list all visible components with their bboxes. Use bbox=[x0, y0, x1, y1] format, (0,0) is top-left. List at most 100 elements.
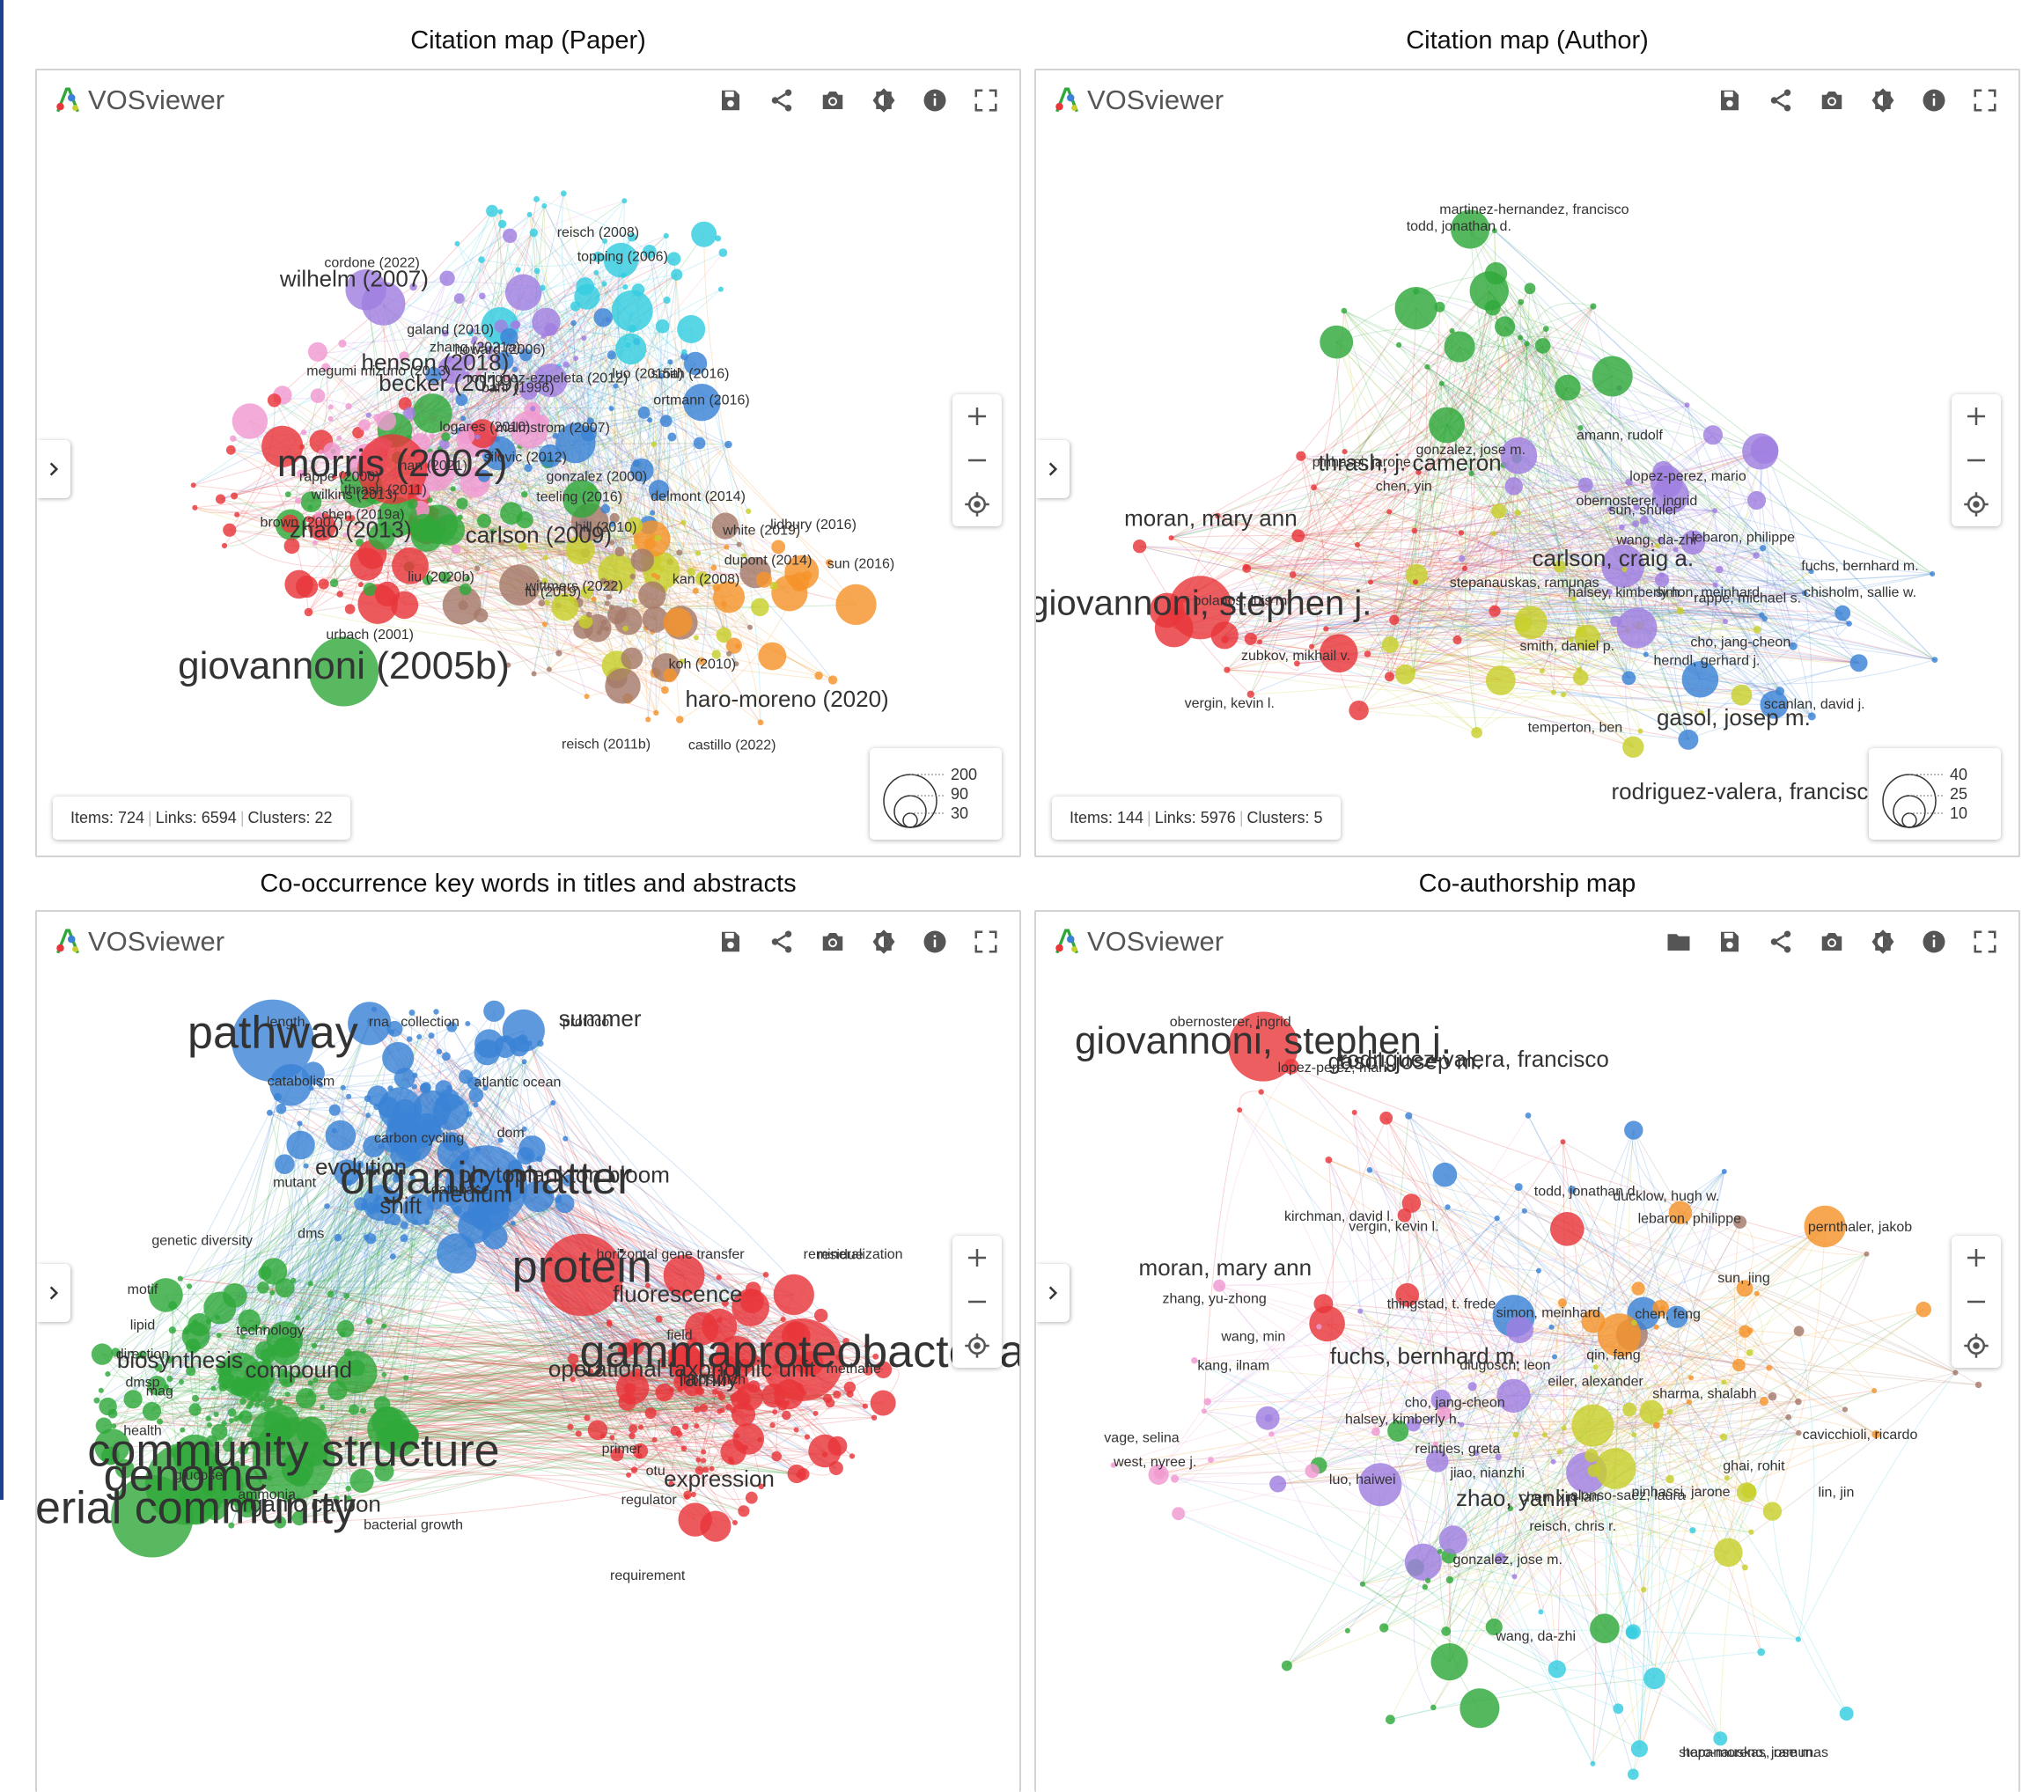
save-button[interactable] bbox=[715, 926, 746, 958]
node-label[interactable]: cho, jang-cheon bbox=[1690, 635, 1790, 650]
node-label[interactable]: chen, yin bbox=[1376, 479, 1432, 494]
node-label[interactable]: family bbox=[679, 1365, 739, 1392]
node-label[interactable]: becker (2019) bbox=[379, 370, 519, 396]
save-button[interactable] bbox=[715, 84, 746, 116]
node-label[interactable]: residue bbox=[817, 1247, 864, 1262]
contrast-button[interactable] bbox=[1867, 84, 1899, 116]
node-label[interactable]: fuchs, bernhard m. bbox=[1801, 559, 1918, 574]
node-label[interactable]: summer bbox=[559, 1005, 642, 1032]
node-label[interactable]: zhao (2013) bbox=[290, 516, 412, 542]
node-label[interactable]: horizontal gene transfer bbox=[597, 1247, 746, 1262]
zoom-in-button[interactable] bbox=[952, 394, 1002, 438]
node-label[interactable]: carlson, craig a. bbox=[1533, 545, 1695, 571]
node-label[interactable]: herndl, gerhard j. bbox=[1654, 654, 1761, 669]
reset-view-button[interactable] bbox=[1952, 1324, 2001, 1368]
sidebar-toggle-button[interactable] bbox=[37, 1264, 70, 1322]
node-label[interactable]: atlantic ocean bbox=[474, 1076, 562, 1091]
node-label[interactable]: temperton, ben bbox=[1528, 721, 1623, 736]
node-label[interactable]: liu (2020b) bbox=[408, 569, 474, 584]
info-button[interactable] bbox=[1918, 926, 1950, 958]
node-label[interactable]: rodriguez-valera, francisco bbox=[1612, 778, 1881, 804]
folder-button[interactable] bbox=[1663, 926, 1695, 958]
node-label[interactable]: stepanauskas, ramunas bbox=[1450, 576, 1599, 591]
node-label[interactable]: amann, rudolf bbox=[1577, 428, 1663, 443]
node-label[interactable]: lebaron, philippe bbox=[1692, 530, 1796, 545]
node-label[interactable]: sharma, shalabh bbox=[1652, 1387, 1756, 1402]
node-label[interactable]: castillo (2022) bbox=[688, 738, 776, 753]
node-label[interactable]: dom bbox=[497, 1126, 525, 1141]
node-label[interactable]: genome bbox=[104, 1450, 269, 1502]
node-label[interactable]: sun, jing bbox=[1717, 1271, 1770, 1286]
share-button[interactable] bbox=[1765, 84, 1797, 116]
node-label[interactable]: methane bbox=[827, 1362, 881, 1377]
node-label[interactable]: haro-moreno (2020) bbox=[685, 686, 888, 712]
node-label[interactable]: delmont (2014) bbox=[651, 489, 746, 504]
node-label[interactable]: fuchs, bernhard m. bbox=[1330, 1342, 1521, 1369]
node-label[interactable]: community structure bbox=[87, 1425, 499, 1476]
reset-view-button[interactable] bbox=[1952, 482, 2001, 526]
node-label[interactable]: koh (2010) bbox=[669, 657, 737, 672]
node-label[interactable]: gasol, josep m. bbox=[1328, 1048, 1482, 1075]
node-label[interactable]: requirement bbox=[610, 1568, 686, 1583]
node-label[interactable]: biosynthesis bbox=[117, 1347, 243, 1373]
node-label[interactable]: obernosterer, ingrid bbox=[1170, 1015, 1291, 1030]
node-label[interactable]: henson (2018) bbox=[362, 349, 510, 375]
node-label[interactable]: gonzalez, jose m. bbox=[1452, 1553, 1562, 1568]
node-label[interactable]: topping (2006) bbox=[577, 250, 668, 265]
network-graph[interactable]: morris (2002) giovannoni (2005b) zhao (201… bbox=[37, 70, 1019, 856]
node-label[interactable]: bolanos, luis m. bbox=[1194, 594, 1291, 609]
node-label[interactable]: remineralization bbox=[804, 1247, 903, 1262]
node-label[interactable]: dupont (2014) bbox=[724, 553, 812, 568]
node-label[interactable]: primer bbox=[602, 1442, 643, 1457]
node-label[interactable]: sun (2016) bbox=[827, 557, 895, 572]
zoom-out-button[interactable] bbox=[952, 1280, 1002, 1324]
node-label[interactable]: protein bbox=[512, 1242, 652, 1293]
node-label[interactable]: medium bbox=[431, 1181, 512, 1208]
node-label[interactable]: kan (2008) bbox=[673, 572, 740, 587]
node-label[interactable]: cordone (2022) bbox=[324, 255, 420, 270]
contrast-button[interactable] bbox=[1867, 926, 1899, 958]
node-label[interactable]: qin, fang bbox=[1586, 1348, 1640, 1362]
node-label[interactable]: rappe (2000) bbox=[299, 470, 380, 485]
node-label[interactable]: lidbury (2016) bbox=[770, 518, 857, 532]
share-button[interactable] bbox=[766, 926, 798, 958]
node-label[interactable]: simon, meinhard bbox=[1496, 1306, 1600, 1321]
node-label[interactable]: collection bbox=[401, 1015, 460, 1030]
node-label[interactable]: chen, feng bbox=[1635, 1307, 1701, 1322]
node-label[interactable]: reisch (2008) bbox=[557, 225, 639, 240]
fullscreen-button[interactable] bbox=[970, 926, 1002, 958]
node-label[interactable]: reisch (2011b) bbox=[562, 738, 651, 753]
node-label[interactable]: stepanauskas, ramunas bbox=[1679, 1745, 1828, 1760]
node-label[interactable]: bacterial growth bbox=[364, 1518, 463, 1533]
node-label[interactable]: smith, daniel p. bbox=[1519, 639, 1614, 654]
node-label[interactable]: hill (2010) bbox=[575, 520, 636, 535]
node-label[interactable]: otu bbox=[646, 1464, 665, 1479]
node-label[interactable]: health bbox=[123, 1424, 162, 1439]
node-label[interactable]: simon, meinhard bbox=[1656, 585, 1760, 600]
node-label[interactable]: west, nyree j. bbox=[1113, 1455, 1196, 1470]
node-label[interactable]: dmsp bbox=[125, 1375, 159, 1390]
node-label[interactable]: eiler, alexander bbox=[1548, 1375, 1643, 1390]
node-label[interactable]: morris (2002) bbox=[277, 442, 508, 485]
node-label[interactable]: catabolism bbox=[268, 1075, 335, 1090]
node-label[interactable]: smith (2016) bbox=[651, 366, 730, 381]
node-label[interactable]: reisch, chris r. bbox=[1529, 1519, 1616, 1534]
node-label[interactable]: lebaron, philippe bbox=[1638, 1212, 1742, 1227]
node-label[interactable]: wang, min bbox=[1220, 1329, 1285, 1344]
camera-button[interactable] bbox=[817, 926, 849, 958]
node-label[interactable]: gonzalez, jose m. bbox=[1416, 443, 1526, 458]
node-label[interactable]: wilhelm (2007) bbox=[279, 266, 429, 292]
zoom-in-button[interactable] bbox=[1952, 394, 2001, 438]
node-label[interactable]: lipid bbox=[130, 1318, 155, 1333]
node-label[interactable]: evolution bbox=[315, 1153, 407, 1179]
node-label[interactable]: wang, da-zhi bbox=[1615, 532, 1696, 547]
node-label[interactable]: chisholm, sallie w. bbox=[1804, 585, 1916, 600]
zoom-in-button[interactable] bbox=[1952, 1236, 2001, 1280]
node-label[interactable]: lopez-perez, mario bbox=[1629, 469, 1746, 484]
node-label[interactable]: todd, jonathan d. bbox=[1534, 1184, 1639, 1199]
node-label[interactable]: moran, mary ann bbox=[1139, 1254, 1312, 1281]
info-button[interactable] bbox=[919, 926, 951, 958]
save-button[interactable] bbox=[1714, 84, 1746, 116]
node-label[interactable]: giovannoni (2005b) bbox=[178, 644, 510, 687]
reset-view-button[interactable] bbox=[952, 1324, 1002, 1368]
